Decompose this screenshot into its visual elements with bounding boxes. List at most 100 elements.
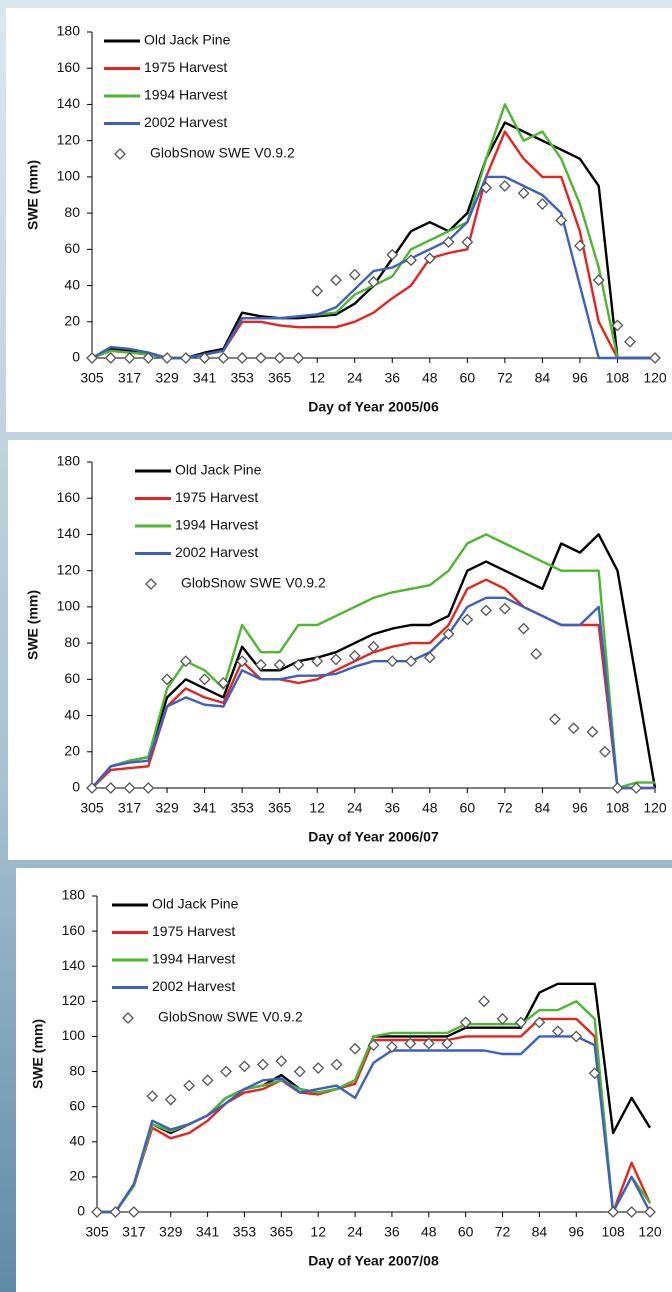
legend-label: 1994 Harvest bbox=[175, 517, 258, 533]
globsnow-point bbox=[311, 655, 324, 668]
x-tick-label: 317 bbox=[122, 1224, 146, 1240]
globsnow-point bbox=[570, 1030, 583, 1043]
globsnow-point bbox=[367, 640, 380, 653]
x-tick-label: 36 bbox=[384, 370, 400, 386]
x-tick-label: 96 bbox=[572, 800, 588, 816]
globsnow-point bbox=[254, 352, 267, 364]
y-tick-label: 80 bbox=[69, 1062, 85, 1078]
x-tick-label: 305 bbox=[80, 800, 104, 816]
y-tick-label: 140 bbox=[57, 95, 81, 111]
globsnow-point bbox=[367, 1039, 380, 1052]
y-tick-label: 0 bbox=[72, 779, 80, 795]
y-tick-label: 20 bbox=[69, 1168, 85, 1184]
y-tick-label: 40 bbox=[64, 276, 80, 292]
legend-label: GlobSnow SWE V0.9.2 bbox=[181, 575, 326, 591]
x-tick-label: 12 bbox=[309, 370, 325, 386]
y-tick-label: 0 bbox=[77, 1203, 85, 1219]
x-tick-label: 353 bbox=[230, 370, 254, 386]
globsnow-point bbox=[86, 352, 98, 364]
series-line bbox=[91, 596, 655, 790]
globsnow-point bbox=[275, 1055, 288, 1067]
globsnow-point bbox=[555, 214, 568, 227]
globsnow-point bbox=[198, 673, 211, 686]
globsnow-point bbox=[236, 352, 249, 364]
globsnow-point bbox=[311, 285, 324, 297]
globsnow-point bbox=[574, 239, 586, 252]
globsnow-point bbox=[104, 782, 117, 794]
x-tick-label: 60 bbox=[460, 370, 476, 386]
globsnow-point bbox=[238, 1060, 251, 1073]
x-tick-label: 96 bbox=[572, 370, 588, 386]
x-tick-label: 365 bbox=[268, 370, 292, 386]
x-tick-label: 365 bbox=[270, 1224, 294, 1240]
x-tick-label: 48 bbox=[422, 800, 438, 816]
y-tick-label: 60 bbox=[64, 670, 80, 686]
x-tick-label: 120 bbox=[638, 1224, 662, 1240]
x-tick-label: 24 bbox=[347, 1224, 363, 1240]
panel bbox=[6, 8, 672, 432]
globsnow-point bbox=[330, 274, 342, 287]
x-tick-label: 60 bbox=[460, 800, 476, 816]
globsnow-point bbox=[405, 655, 417, 668]
x-tick-label: 365 bbox=[268, 800, 292, 816]
globsnow-point bbox=[386, 655, 399, 668]
globsnow-point bbox=[161, 673, 173, 686]
globsnow-point bbox=[273, 658, 286, 671]
globsnow-point bbox=[142, 782, 155, 794]
globsnow-point bbox=[478, 995, 491, 1008]
globsnow-point bbox=[127, 1206, 140, 1218]
globsnow-point bbox=[386, 1041, 398, 1053]
globsnow-point bbox=[386, 248, 399, 261]
x-tick-label: 36 bbox=[384, 1224, 400, 1240]
legend-label: 2002 Harvest bbox=[144, 114, 227, 130]
globsnow-point bbox=[273, 352, 286, 364]
globsnow-point bbox=[349, 1042, 361, 1055]
legend-label: 1994 Harvest bbox=[144, 87, 227, 103]
y-axis-label: SWE (mm) bbox=[30, 1019, 46, 1089]
x-tick-label: 84 bbox=[532, 1224, 548, 1240]
globsnow-point bbox=[625, 1206, 638, 1218]
y-tick-label: 100 bbox=[57, 168, 81, 184]
globsnow-point bbox=[256, 1058, 269, 1071]
x-tick-label: 48 bbox=[421, 1224, 437, 1240]
globsnow-point bbox=[292, 658, 305, 671]
globsnow-point bbox=[217, 352, 230, 364]
y-tick-label: 160 bbox=[62, 922, 86, 938]
x-tick-label: 84 bbox=[535, 370, 551, 386]
globsnow-point bbox=[630, 782, 643, 794]
globsnow-point bbox=[198, 352, 211, 364]
globsnow-point bbox=[599, 745, 611, 758]
globsnow-point bbox=[530, 648, 543, 660]
globsnow-point bbox=[611, 319, 624, 332]
globsnow-point bbox=[517, 622, 530, 635]
y-tick-label: 100 bbox=[62, 1027, 86, 1043]
globsnow-point bbox=[607, 1206, 620, 1218]
y-tick-label: 40 bbox=[64, 706, 80, 722]
globsnow-point bbox=[644, 1206, 656, 1218]
globsnow-point bbox=[330, 1058, 343, 1071]
x-tick-label: 341 bbox=[196, 1224, 220, 1240]
y-tick-label: 180 bbox=[57, 453, 81, 469]
y-tick-label: 20 bbox=[64, 312, 80, 328]
y-tick-label: 140 bbox=[62, 957, 86, 973]
globsnow-point bbox=[179, 655, 192, 668]
y-tick-label: 120 bbox=[57, 131, 81, 147]
legend-label: 2002 Harvest bbox=[175, 544, 258, 560]
x-tick-label: 353 bbox=[233, 1224, 257, 1240]
legend-label: 2002 Harvest bbox=[152, 978, 235, 994]
globsnow-point bbox=[459, 1016, 472, 1029]
globsnow-point bbox=[179, 352, 192, 364]
legend-label: GlobSnow SWE V0.9.2 bbox=[150, 145, 295, 161]
globsnow-point bbox=[480, 604, 493, 617]
globsnow-point bbox=[348, 649, 361, 662]
globsnow-point bbox=[586, 725, 599, 738]
globsnow-point bbox=[567, 722, 580, 735]
globsnow-point bbox=[254, 658, 267, 671]
globsnow-point bbox=[312, 1062, 325, 1074]
x-axis-label: Day of Year 2007/08 bbox=[308, 1253, 439, 1269]
globsnow-point bbox=[146, 1090, 159, 1103]
globsnow-point bbox=[649, 352, 661, 364]
y-tick-label: 160 bbox=[57, 489, 81, 505]
x-axis-label: Day of Year 2006/07 bbox=[308, 829, 439, 845]
x-tick-label: 120 bbox=[643, 800, 667, 816]
